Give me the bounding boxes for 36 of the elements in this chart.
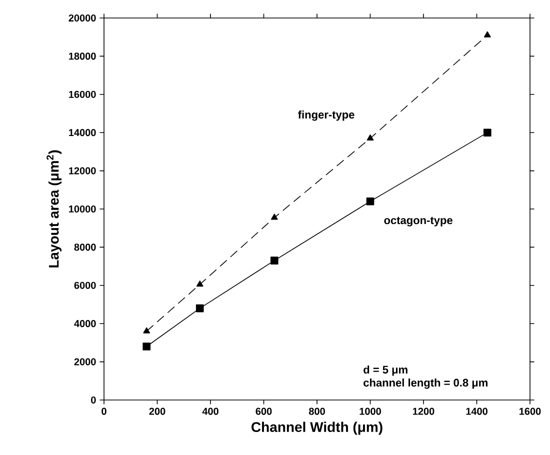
y-tick-label: 8000 bbox=[74, 244, 96, 251]
point bbox=[270, 256, 278, 264]
y-tick-label: 0 bbox=[91, 396, 96, 404]
point bbox=[484, 31, 491, 38]
point bbox=[366, 134, 374, 140]
y-tick-label: 10000 bbox=[69, 205, 96, 213]
x-tick-label: 0 bbox=[102, 408, 106, 415]
y-tick-label: 4000 bbox=[74, 320, 96, 328]
y-tick-label: 2000 bbox=[74, 358, 96, 366]
x-axis-title: Channel Width (μm) bbox=[252, 422, 382, 435]
y-tick-label: 6000 bbox=[74, 282, 96, 289]
y-tick-label: 14000 bbox=[69, 129, 96, 136]
y-tick-label: 20000 bbox=[68, 14, 96, 22]
x-tick-label: 800 bbox=[308, 408, 325, 415]
annotation: d = 5 μm bbox=[364, 366, 408, 376]
x-tick-label: 1400 bbox=[466, 408, 488, 415]
x-tick-label: 1200 bbox=[413, 408, 434, 415]
y-tick-label: 16000 bbox=[69, 90, 96, 98]
point bbox=[483, 128, 492, 136]
point bbox=[143, 327, 150, 334]
x-tick-label: 600 bbox=[256, 408, 272, 415]
y-axis-title: Layout area (μm$^{2}$) bbox=[46, 150, 62, 268]
point bbox=[196, 304, 204, 312]
annotation: channel length = 0.8 μm bbox=[364, 378, 488, 389]
point bbox=[142, 342, 150, 350]
point bbox=[196, 280, 204, 287]
point bbox=[366, 197, 374, 206]
x-tick-label: 200 bbox=[149, 408, 166, 415]
y-tick-label: 12000 bbox=[69, 167, 96, 174]
x-tick-label: 1600 bbox=[520, 408, 541, 415]
series-label: octagon-type bbox=[384, 216, 452, 226]
x-tick-label: 400 bbox=[202, 408, 218, 415]
y-tick-label: 18000 bbox=[69, 52, 96, 60]
x-tick-label: 1000 bbox=[360, 408, 381, 415]
series-label: finger-type bbox=[298, 110, 354, 121]
point bbox=[270, 214, 278, 220]
